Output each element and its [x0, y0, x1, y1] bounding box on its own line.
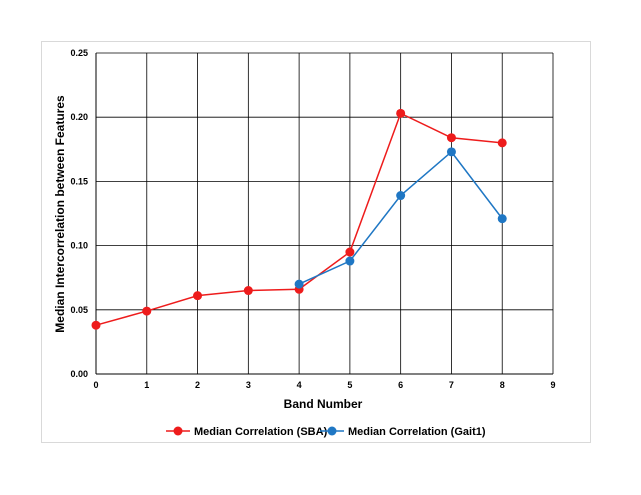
x-tick-label: 2	[195, 380, 200, 390]
y-tick-labels: 0.00 0.05 0.10 0.15 0.20 0.25	[70, 48, 88, 379]
series-2	[294, 147, 507, 289]
series-layer	[91, 108, 507, 330]
x-tick-label: 6	[398, 380, 403, 390]
data-point	[243, 286, 253, 296]
x-tick-label: 8	[500, 380, 505, 390]
legend-marker	[327, 426, 337, 436]
x-tick-label: 1	[144, 380, 149, 390]
data-point	[497, 138, 507, 148]
data-point	[193, 291, 203, 301]
x-tick-label: 0	[93, 380, 98, 390]
x-tick-label: 3	[246, 380, 251, 390]
y-tick-label: 0.00	[70, 369, 88, 379]
y-tick-label: 0.10	[70, 241, 88, 251]
y-tick-label: 0.15	[70, 176, 88, 186]
y-tick-label: 0.05	[70, 305, 88, 315]
x-tick-label: 5	[347, 380, 352, 390]
legend-item: Median Correlation (SBA)	[166, 426, 328, 438]
data-point	[91, 320, 101, 330]
data-point	[396, 108, 406, 118]
data-point	[396, 191, 406, 201]
data-point	[497, 214, 507, 224]
x-axis-title: Band Number	[284, 397, 363, 411]
x-tick-label: 4	[297, 380, 302, 390]
x-tick-label: 9	[550, 380, 555, 390]
chart-frame	[41, 41, 591, 443]
legend-marker	[173, 426, 183, 436]
data-point	[142, 306, 152, 316]
y-axis-title: Median Intercorrelation between Features	[53, 95, 67, 333]
grid-lines	[96, 52, 554, 374]
x-tick-labels: 0 1 2 3 4 5 6 7 8 9	[93, 380, 555, 390]
legend: Median Correlation (SBA) Median Correlati…	[166, 426, 486, 438]
x-tick-label: 7	[449, 380, 454, 390]
legend-label: Median Correlation (SBA)	[194, 426, 328, 438]
y-tick-label: 0.25	[70, 48, 88, 58]
data-point	[294, 279, 304, 289]
legend-label: Median Correlation (Gait1)	[348, 426, 486, 438]
data-point	[345, 256, 355, 266]
data-point	[345, 247, 355, 257]
y-tick-label: 0.20	[70, 112, 88, 122]
data-point	[446, 133, 456, 143]
axes	[95, 53, 553, 375]
legend-item: Median Correlation (Gait1)	[320, 426, 486, 438]
data-point	[446, 147, 456, 157]
